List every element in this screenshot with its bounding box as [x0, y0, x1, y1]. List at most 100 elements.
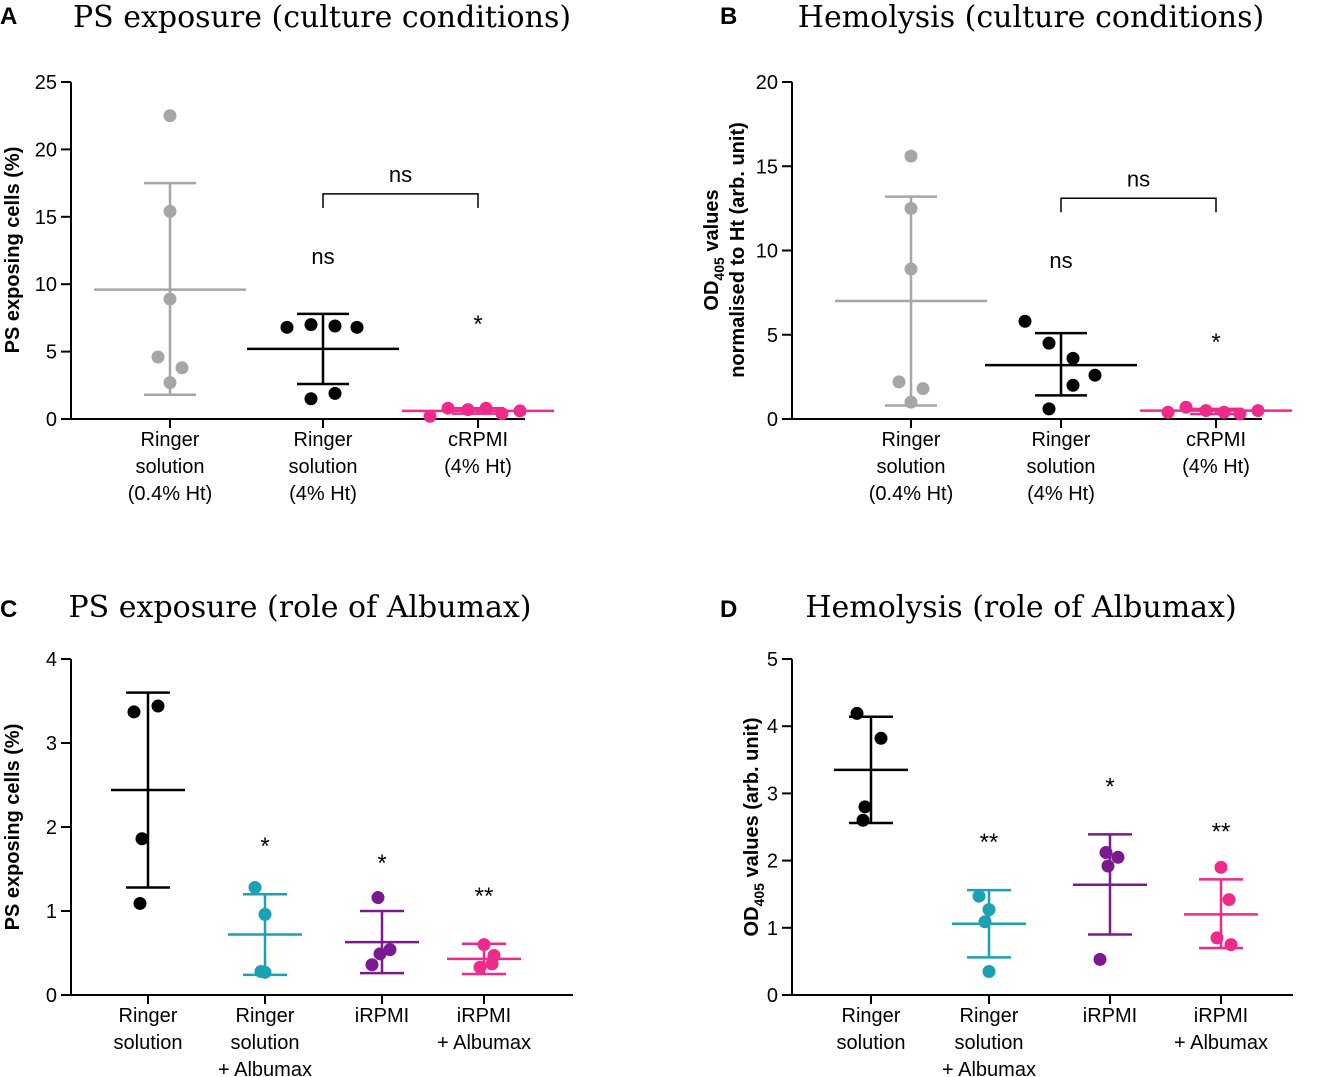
significance-label: **: [980, 829, 999, 856]
data-point: [874, 731, 888, 745]
series-3: *: [1140, 329, 1292, 421]
data-point: [127, 705, 141, 719]
data-point: [441, 401, 455, 415]
series-2: *: [228, 833, 302, 979]
y-axis-label: OD405 values normalised to Ht (arb. unit): [701, 122, 749, 378]
data-point: [1161, 405, 1175, 419]
data-point: [151, 350, 165, 364]
data-point: [1233, 407, 1247, 421]
series-2: ns: [247, 244, 399, 406]
data-point: [373, 947, 387, 961]
y-axis-label-line1: OD405 values (arb. unit): [741, 718, 767, 937]
data-point: [151, 699, 165, 713]
data-point: [1093, 952, 1107, 966]
data-point: [1224, 938, 1238, 952]
data-point: [1042, 402, 1056, 416]
series-4: **: [447, 883, 521, 976]
chart-title: PS exposure (role of Albumax): [69, 590, 532, 625]
data-point: [371, 891, 385, 905]
significance-label: ns: [311, 244, 334, 269]
x-category-label: Ringer solution (4% Ht): [289, 429, 358, 505]
data-point: [1042, 336, 1056, 350]
series-1: [111, 691, 185, 910]
y-tick-label: 0: [46, 985, 57, 1007]
x-category-label: Ringer solution (0.4% Ht): [128, 429, 212, 505]
data-point: [328, 319, 342, 333]
y-tick-label: 0: [767, 985, 778, 1007]
series-1: [94, 109, 246, 396]
y-axis-label-line1: OD405 values: [701, 189, 727, 310]
y-tick-label: 3: [767, 783, 778, 805]
y-tick-label: 10: [756, 241, 778, 263]
significance-label: **: [475, 883, 494, 910]
data-point: [856, 813, 870, 827]
y-tick-label: 1: [767, 918, 778, 940]
x-category-label: Ringer solution + Albumax: [942, 1005, 1036, 1077]
x-category-label: cRPMI (4% Ht): [1182, 429, 1250, 478]
data-point: [477, 938, 491, 952]
data-point: [1088, 368, 1102, 382]
series-3: *: [345, 850, 419, 975]
bracket-label: ns: [1127, 166, 1150, 191]
y-axis-label: OD405 values (arb. unit): [741, 718, 767, 937]
significance-label: *: [473, 311, 482, 338]
y-tick-label: 4: [767, 716, 778, 738]
panel-letter: C: [0, 596, 17, 623]
data-point: [982, 903, 996, 917]
data-point: [258, 965, 272, 979]
y-tick-label: 15: [35, 207, 57, 229]
data-point: [350, 320, 364, 334]
data-point: [904, 149, 918, 163]
y-tick-label: 3: [46, 733, 57, 755]
data-point: [135, 832, 149, 846]
data-point: [1099, 846, 1113, 860]
data-point: [423, 409, 437, 423]
y-tick-label: 5: [46, 342, 57, 364]
x-category-label: cRPMI (4% Ht): [444, 429, 512, 478]
panel-letter: D: [720, 596, 737, 623]
x-category-label: Ringer solution (4% Ht): [1027, 429, 1096, 505]
y-tick-label: 15: [756, 156, 778, 178]
data-point: [365, 958, 379, 972]
bracket-line: [322, 193, 479, 208]
data-point: [1018, 314, 1032, 328]
chart-title: Hemolysis (role of Albumax): [805, 590, 1236, 625]
data-point: [328, 386, 342, 400]
panel-b: B Hemolysis (culture conditions) 0 5 10 15 20 R…: [701, 0, 1292, 505]
y-tick-label: 20: [756, 72, 778, 94]
series-1: [834, 706, 908, 827]
y-tick-label: 2: [46, 817, 57, 839]
data-point: [972, 889, 986, 903]
bracket-line: [1060, 197, 1217, 213]
y-axis-label: PS exposing cells (%): [2, 147, 24, 354]
data-point: [163, 292, 177, 306]
significance-label: *: [1105, 773, 1114, 800]
data-point: [1101, 859, 1115, 873]
data-point: [133, 896, 147, 910]
data-point: [916, 382, 930, 396]
data-point: [1111, 850, 1125, 864]
data-point: [383, 943, 397, 957]
x-category-label: iRPMI: [355, 1005, 409, 1027]
x-category-label: Ringer solution (0.4% Ht): [869, 429, 953, 505]
data-point: [982, 964, 996, 978]
x-category-label: Ringer solution + Albumax: [218, 1005, 312, 1077]
data-point: [1066, 351, 1080, 365]
chart-title: Hemolysis (culture conditions): [798, 0, 1264, 35]
data-point: [304, 318, 318, 332]
data-point: [479, 401, 493, 415]
y-tick-label: 4: [46, 649, 57, 671]
data-point: [495, 407, 509, 421]
data-point: [978, 915, 992, 929]
data-point: [904, 262, 918, 276]
data-point: [1199, 404, 1213, 418]
significance-label: ns: [1049, 248, 1072, 273]
series-1: [835, 149, 987, 409]
y-tick-label: 5: [767, 649, 778, 671]
data-point: [1251, 404, 1265, 418]
data-point: [1214, 860, 1228, 874]
series-3: *: [402, 311, 554, 423]
data-point: [1066, 378, 1080, 392]
y-tick-label: 5: [767, 325, 778, 347]
